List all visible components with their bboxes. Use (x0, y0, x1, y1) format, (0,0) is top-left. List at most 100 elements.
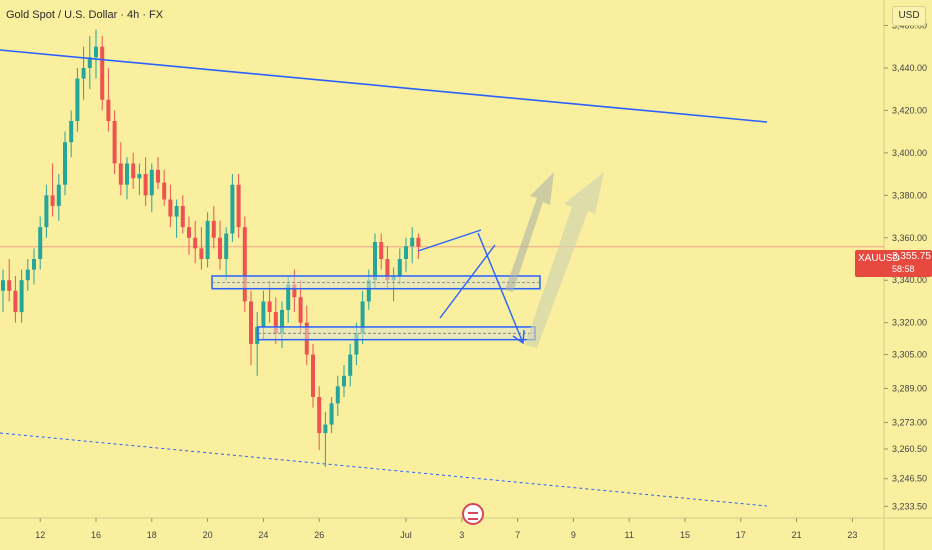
candle-body (323, 424, 328, 434)
candle-body (13, 290, 18, 313)
x-tick-label: 24 (258, 530, 268, 540)
bullish-arrow (525, 172, 604, 348)
current-price-tag: XAUUSD 3,355.75 58:58 (855, 250, 932, 277)
candle-body (292, 284, 297, 298)
candle-body (112, 121, 117, 164)
candle-body (87, 57, 92, 68)
currency-badge[interactable]: USD (892, 6, 926, 26)
candle-body (360, 301, 365, 334)
x-tick-label: 20 (203, 530, 213, 540)
candle-body (106, 99, 111, 122)
support-zone (211, 275, 541, 290)
candle-body (255, 326, 260, 344)
candle-body (404, 246, 408, 259)
candle-body (7, 280, 12, 291)
candle-body (168, 199, 173, 217)
candle-body (180, 205, 185, 228)
x-tick-label: 26 (314, 530, 324, 540)
y-tick-label: 3,305.00 (892, 350, 927, 360)
candle-body (81, 67, 86, 79)
candle-body (50, 195, 55, 206)
candle-body (267, 301, 272, 313)
candle-body (416, 237, 421, 247)
x-tick-label: 17 (736, 530, 746, 540)
symbol-label: XAUUSD (858, 253, 900, 264)
candle-body (348, 354, 353, 376)
candle-body (354, 333, 359, 355)
candle-body (373, 242, 377, 281)
y-tick-label: 3,260.50 (892, 444, 927, 454)
candle-body (69, 121, 74, 143)
candle-body (273, 312, 278, 334)
candle-body (385, 259, 390, 281)
candle-body (342, 375, 346, 387)
candle-body (125, 163, 129, 185)
y-tick-label: 3,273.00 (892, 417, 927, 427)
candle-body (193, 237, 198, 249)
candle-body (19, 280, 24, 313)
candle-body (118, 163, 123, 185)
x-tick-label: 18 (147, 530, 157, 540)
candle-body (261, 301, 266, 327)
wedge-lower-line (439, 244, 496, 319)
x-tick-label: 15 (680, 530, 690, 540)
x-tick-label: 23 (847, 530, 857, 540)
candle-body (143, 174, 148, 196)
y-tick-label: 3,340.00 (892, 275, 927, 285)
candle-body (230, 184, 235, 234)
candle-body (311, 354, 315, 397)
candle-body (211, 220, 216, 238)
candle-body (32, 259, 36, 270)
candle-body (156, 169, 160, 183)
candle-body (63, 142, 67, 185)
y-tick-label: 3,440.00 (892, 63, 927, 73)
drop-arrow-head (512, 329, 525, 345)
x-tick-label: 9 (571, 530, 576, 540)
candle-body (397, 259, 402, 276)
candle-body (410, 237, 415, 247)
bar-countdown: 58:58 (892, 264, 915, 274)
candle-body (218, 237, 222, 259)
candle-body (100, 46, 105, 100)
candle-body (236, 184, 241, 228)
y-tick-label: 3,420.00 (892, 105, 927, 115)
y-tick-label: 3,233.50 (892, 501, 927, 511)
candle-body (317, 396, 322, 434)
candle-body (162, 182, 167, 200)
candle-body (44, 195, 49, 228)
candle-body (199, 248, 204, 259)
upper-trend-line (0, 49, 768, 123)
candle-body (242, 227, 247, 302)
y-tick-label: 3,289.00 (892, 384, 927, 394)
wedge-upper-line (417, 229, 482, 252)
candle-body (286, 284, 291, 310)
y-tick-label: 3,320.00 (892, 318, 927, 328)
bullish-arrow (505, 172, 554, 292)
x-tick-label: 12 (35, 530, 45, 540)
x-tick-label: 7 (515, 530, 520, 540)
x-tick-label: 21 (792, 530, 802, 540)
economic-event-icon[interactable] (462, 503, 484, 525)
candle-body (149, 169, 154, 196)
y-tick-label: 3,380.00 (892, 190, 927, 200)
candle-body (280, 309, 284, 334)
candle-body (75, 78, 80, 122)
candle-body (205, 220, 210, 259)
x-tick-label: 11 (625, 530, 634, 540)
candle-body (329, 403, 334, 425)
candle-body (25, 269, 30, 281)
candle-body (1, 280, 5, 291)
candle-body (366, 280, 371, 302)
current-price: 3,355.75 (892, 251, 931, 262)
drop-projection-arrow (477, 232, 524, 344)
y-tick-label: 3,360.00 (892, 233, 927, 243)
candle-body (249, 301, 253, 344)
candle-body (224, 233, 229, 259)
candle-body (38, 227, 43, 259)
lower-trend-line (0, 432, 768, 507)
chart-title: Gold Spot / U.S. Dollar · 4h · FX (6, 9, 164, 21)
candle-body (174, 205, 179, 217)
candle-body (56, 184, 61, 206)
